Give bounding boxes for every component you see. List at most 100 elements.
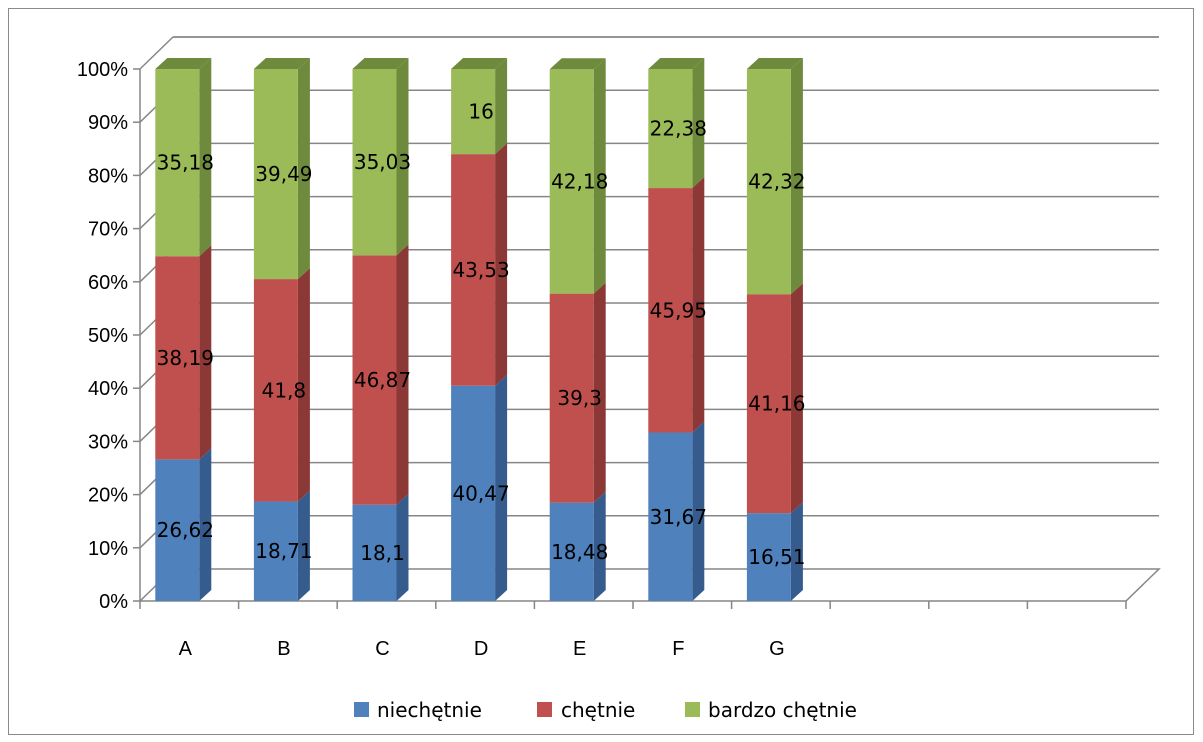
bar-f-bardzo-chetnie-top xyxy=(648,58,705,69)
bar-c-bardzo-chetnie-top xyxy=(352,58,409,69)
bar-d-niechetnie xyxy=(451,385,496,601)
data-label: 38,19 xyxy=(157,346,214,370)
y-tick-label: 0% xyxy=(99,591,128,613)
bar-c-niechetnie xyxy=(352,504,397,601)
data-label: 22,38 xyxy=(650,117,707,141)
x-tick-label: F xyxy=(672,638,684,660)
y-tick-label: 10% xyxy=(88,538,128,560)
data-label: 18,48 xyxy=(551,540,608,564)
bar-b-bardzo-chetnie-top xyxy=(253,58,310,69)
legend-swatch-chetnie xyxy=(537,702,552,717)
bar-c-chetnie-side xyxy=(396,244,409,505)
data-label: 31,67 xyxy=(650,505,707,529)
bar-g-niechetnie-side xyxy=(790,502,803,601)
y-tick-label: 50% xyxy=(88,325,128,347)
y-axis-ticks: 0% 10% 20% 30% 40% 50% 60% 70% 80% 90% 100% xyxy=(77,59,140,613)
data-label: 16 xyxy=(468,100,493,124)
data-label: 26,62 xyxy=(157,518,214,542)
bar-c-bardzo-chetnie xyxy=(352,69,397,256)
bar-f-bardzo-chetnie xyxy=(648,69,693,189)
bar-f-chetnie-side xyxy=(692,177,705,433)
legend-label-chetnie: chętnie xyxy=(561,698,635,722)
y-tick-label: 80% xyxy=(88,165,128,187)
bar-f-niechetnie-side xyxy=(692,421,705,601)
bar-f-niechetnie xyxy=(648,432,693,601)
bar-a-niechetnie-side xyxy=(199,448,212,601)
legend-label-niechetnie: niechętnie xyxy=(377,698,482,722)
bar-e-chetnie-side xyxy=(593,282,606,503)
bar-e-chetnie xyxy=(549,293,594,503)
bar-a-niechetnie xyxy=(155,459,200,601)
bar-c-chetnie xyxy=(352,255,397,505)
bar-a-chetnie xyxy=(155,256,200,460)
bar-b-chetnie-side xyxy=(297,268,310,502)
bar-a-bardzo-chetnie-top xyxy=(155,58,212,70)
y-tick-label: 90% xyxy=(88,112,128,134)
data-label: 16,51 xyxy=(748,545,805,569)
bar-b-bardzo-chetnie xyxy=(253,69,298,280)
data-label: 40,47 xyxy=(452,481,509,505)
data-label: 35,03 xyxy=(354,150,411,174)
bar-d-niechetnie-side xyxy=(495,374,508,601)
bar-a-bardzo-chetnie xyxy=(155,69,200,257)
data-label: 35,18 xyxy=(157,151,214,175)
bar-g-bardzo-chetnie xyxy=(746,69,791,295)
x-axis-categories: A B C D E F G xyxy=(139,601,1127,660)
bar-d-bardzo-chetnie-side xyxy=(495,58,508,155)
legend-swatch-bardzo-chetnie xyxy=(685,702,700,717)
bar-g-chetnie-side xyxy=(790,283,803,514)
bar-g-bardzo-chetnie-top xyxy=(746,58,803,70)
bar-d-bardzo-chetnie xyxy=(451,69,496,155)
x-tick-label: B xyxy=(277,638,290,660)
data-label: 18,71 xyxy=(255,539,312,563)
x-tick-label: A xyxy=(179,638,193,660)
data-label: 46,87 xyxy=(354,368,411,392)
x-tick-label: G xyxy=(769,638,785,660)
bar-b-niechetnie-side xyxy=(297,490,310,601)
legend: niechętnie chętnie bardzo chętnie xyxy=(354,698,857,722)
bar-e-niechetnie xyxy=(549,502,594,601)
bar-g-bardzo-chetnie-side xyxy=(790,58,803,295)
chart-frame: 0% 10% 20% 30% 40% 50% 60% 70% 80% 90% 100% A B C D E F… xyxy=(8,8,1194,735)
x-tick-label: D xyxy=(474,638,488,660)
data-label: 39,3 xyxy=(557,386,602,410)
data-labels: 26,62 38,19 35,18 18,71 41,8 39,49 18,1 46,87 35… xyxy=(157,100,806,570)
x-tick-label: C xyxy=(375,638,389,660)
bar-d-chetnie xyxy=(451,154,496,386)
legend-label-bardzo-chetnie: bardzo chętnie xyxy=(708,698,857,722)
data-label: 45,95 xyxy=(650,298,707,322)
bar-f-bardzo-chetnie-side xyxy=(692,58,705,189)
data-label: 41,8 xyxy=(262,378,307,402)
data-label: 41,16 xyxy=(748,392,805,416)
y-tick-label: 20% xyxy=(88,485,128,507)
gridline-side-10 xyxy=(139,36,174,70)
bar-e-bardzo-chetnie xyxy=(549,69,594,294)
y-tick-label: 40% xyxy=(88,378,128,400)
bar-e-niechetnie-side xyxy=(593,491,606,601)
bar-f-chetnie xyxy=(648,188,693,433)
bar-b-bardzo-chetnie-side xyxy=(297,58,310,280)
bar-a-bardzo-chetnie-side xyxy=(199,58,212,257)
data-label: 18,1 xyxy=(360,541,405,565)
data-label: 39,49 xyxy=(255,162,312,186)
bar-c-bardzo-chetnie-side xyxy=(396,58,409,256)
bar-d-bardzo-chetnie-top xyxy=(451,58,508,69)
data-label: 42,32 xyxy=(748,170,805,194)
legend-swatch-niechetnie xyxy=(354,702,369,717)
bar-e-bardzo-chetnie-top xyxy=(549,58,606,70)
y-tick-label: 60% xyxy=(88,272,128,294)
bar-b-chetnie xyxy=(253,279,298,502)
bar-d-chetnie-side xyxy=(495,143,508,386)
stacked-bar-chart: 0% 10% 20% 30% 40% 50% 60% 70% 80% 90% 100% A B C D E F… xyxy=(77,36,1161,722)
bar-g-chetnie xyxy=(746,294,791,514)
y-tick-label: 100% xyxy=(77,59,128,81)
bar-e-bardzo-chetnie-side xyxy=(593,58,606,294)
data-label: 42,18 xyxy=(551,169,608,193)
data-label: 43,53 xyxy=(452,258,509,282)
y-tick-label: 30% xyxy=(88,431,128,453)
y-tick-label: 70% xyxy=(88,219,128,241)
x-tick-label: E xyxy=(573,638,586,660)
bars xyxy=(155,58,803,601)
bar-g-niechetnie xyxy=(746,513,791,601)
bar-c-niechetnie-side xyxy=(396,493,409,601)
